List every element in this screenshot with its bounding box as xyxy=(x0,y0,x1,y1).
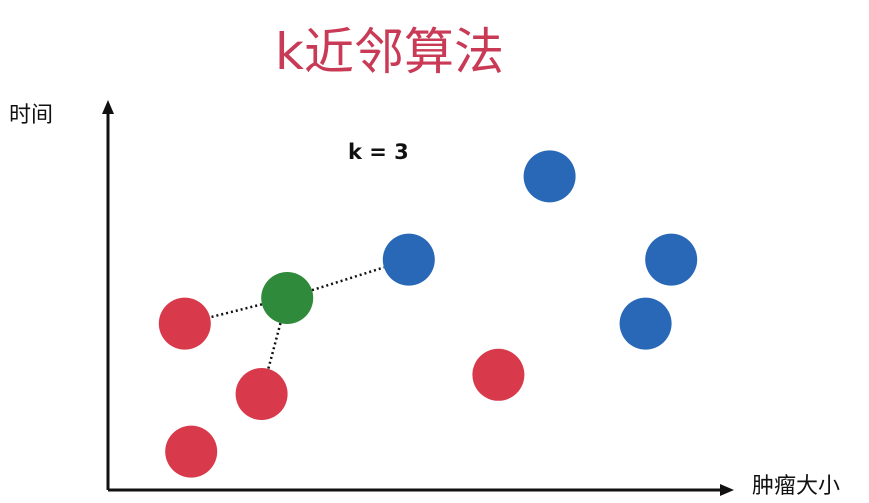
blue-class-point xyxy=(619,297,672,350)
blue-class-point xyxy=(523,150,576,203)
red-class-point xyxy=(165,425,218,478)
neighbor-link xyxy=(209,303,263,319)
query-point xyxy=(261,272,314,324)
data-points xyxy=(158,150,698,478)
neighbor-link xyxy=(267,322,282,370)
neighbor-link xyxy=(311,266,385,292)
neighbor-links xyxy=(209,266,385,370)
blue-class-point xyxy=(382,233,435,286)
y-axis-arrow-icon xyxy=(102,100,114,114)
y-axis-label: 时间 xyxy=(9,103,54,128)
red-class-point xyxy=(235,368,288,420)
red-class-point xyxy=(158,297,211,350)
red-class-point xyxy=(472,348,525,401)
diagram-title: k近邻算法 xyxy=(275,23,504,81)
x-axis-arrow-icon xyxy=(720,484,734,496)
blue-class-point xyxy=(645,233,698,286)
x-axis-label: 肿瘤大小 xyxy=(752,474,841,499)
axes xyxy=(102,100,734,496)
k-value-label: k = 3 xyxy=(348,140,409,164)
